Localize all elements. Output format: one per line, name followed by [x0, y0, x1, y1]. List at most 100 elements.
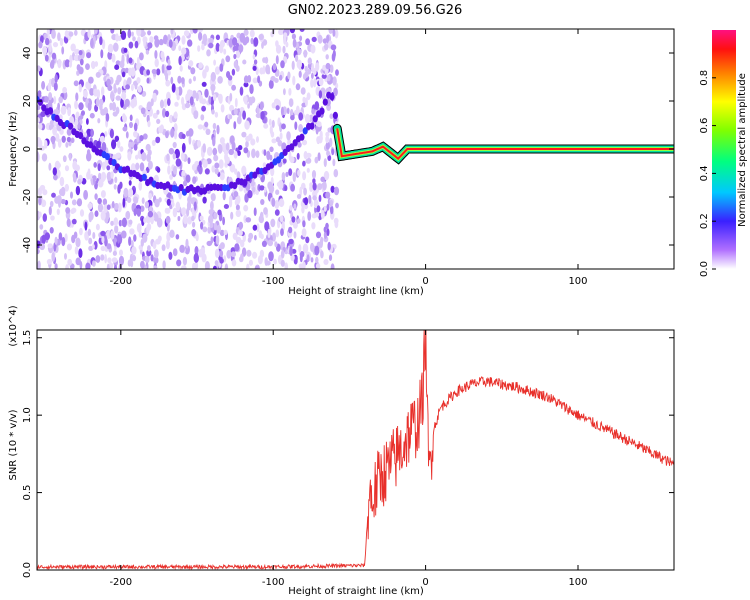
heatmap-cell [233, 191, 239, 197]
heatmap-cell [295, 83, 301, 91]
heatmap-cell [183, 215, 188, 225]
heatmap-cell [58, 232, 63, 241]
heatmap-cell [284, 185, 288, 192]
heatmap-cell [128, 188, 134, 197]
heatmap-cell [271, 197, 276, 207]
heatmap-cell [185, 238, 189, 249]
heatmap-cell [238, 44, 244, 53]
heatmap-cell [215, 42, 220, 52]
heatmap-cell [324, 43, 329, 51]
heatmap-cell [147, 160, 153, 170]
heatmap-cell [191, 229, 197, 237]
heatmap-cell [241, 131, 247, 138]
heatmap-cell [301, 205, 305, 214]
heatmap-cell [218, 159, 224, 169]
heatmap-cell [301, 139, 308, 146]
heatmap-cell [318, 90, 323, 99]
heatmap-cell [323, 231, 328, 239]
heatmap-cell [76, 198, 83, 207]
heatmap-cell [121, 230, 127, 239]
heatmap-cell [212, 137, 216, 147]
heatmap-cell [304, 65, 308, 72]
heatmap-cell [122, 126, 128, 132]
heatmap-cell [250, 180, 255, 187]
heatmap-cell [125, 84, 130, 90]
heatmap-cell [140, 30, 146, 37]
heatmap-cell [117, 202, 122, 213]
heatmap-cell [92, 260, 96, 267]
heatmap-cell [108, 262, 114, 269]
heatmap-cell [201, 105, 207, 112]
heatmap-cell [194, 246, 199, 255]
heatmap-cell [167, 165, 171, 175]
colorbar-ticks: 0.0 0.2 0.4 0.6 0.8 [699, 70, 716, 277]
heatmap-cell [98, 172, 102, 181]
heatmap-cell [274, 209, 280, 216]
heatmap-cell [133, 196, 139, 204]
heatmap-cell [310, 257, 314, 263]
heatmap-cell [235, 209, 241, 218]
heatmap-cell [97, 197, 102, 205]
heatmap-cell [111, 139, 117, 150]
heatmap-cell [131, 240, 134, 248]
heatmap-cell [280, 259, 285, 267]
heatmap-cell [165, 72, 169, 82]
heatmap-cell [270, 218, 276, 228]
heatmap-cell [325, 191, 331, 199]
trace-point [302, 127, 308, 135]
heatmap-cell [241, 165, 247, 175]
heatmap-cell [334, 29, 339, 39]
heatmap-cell [120, 98, 124, 108]
heatmap-cell [38, 196, 42, 206]
heatmap-cell [288, 168, 293, 177]
heatmap-cell [79, 58, 84, 66]
heatmap-cell [81, 110, 85, 116]
heatmap-cell [320, 209, 325, 219]
heatmap-cell [107, 257, 112, 264]
heatmap-cell [291, 216, 296, 223]
heatmap-cell [95, 223, 100, 231]
heatmap-cell [325, 131, 330, 137]
heatmap-cell [107, 43, 114, 54]
heatmap-cell [214, 111, 219, 118]
heatmap-cell [175, 201, 181, 212]
heatmap-cell [191, 215, 195, 222]
heatmap-cell [78, 248, 83, 259]
trace-point [88, 141, 94, 149]
trace-point [242, 179, 248, 187]
heatmap-cell [38, 211, 42, 218]
heatmap-cell [304, 113, 311, 124]
heatmap-cell [137, 85, 142, 93]
heatmap-cell [100, 230, 106, 237]
heatmap-cell [234, 243, 240, 252]
heatmap-cell [114, 224, 119, 234]
heatmap-cell [145, 143, 151, 152]
heatmap-cell [45, 37, 50, 46]
heatmap-cell [256, 136, 259, 143]
heatmap-cell [172, 141, 177, 149]
heatmap-cell [185, 130, 190, 137]
heatmap-cell [166, 65, 172, 71]
heatmap-cell [310, 63, 315, 73]
heatmap-cell [138, 181, 143, 191]
heatmap-cell [238, 221, 244, 230]
heatmap-cell [245, 140, 249, 148]
heatmap-cell [256, 223, 260, 233]
top-ytick-label: 40 [22, 47, 33, 60]
heatmap-cell [320, 250, 324, 259]
heatmap-cell [79, 209, 85, 217]
heatmap-cell [315, 263, 321, 269]
heatmap-cell [84, 221, 88, 231]
heatmap-cell [226, 249, 232, 259]
heatmap-cell [267, 181, 273, 190]
heatmap-cell [197, 164, 201, 172]
trace-point [275, 156, 281, 164]
heatmap-cell [181, 47, 187, 55]
heatmap-cell [154, 38, 160, 48]
bottom-xlabel: Height of straight line (km) [288, 586, 424, 597]
heatmap-cell [323, 205, 327, 212]
heatmap-cell [271, 119, 275, 128]
heatmap-cell [335, 69, 339, 76]
heatmap-cell [48, 124, 53, 131]
